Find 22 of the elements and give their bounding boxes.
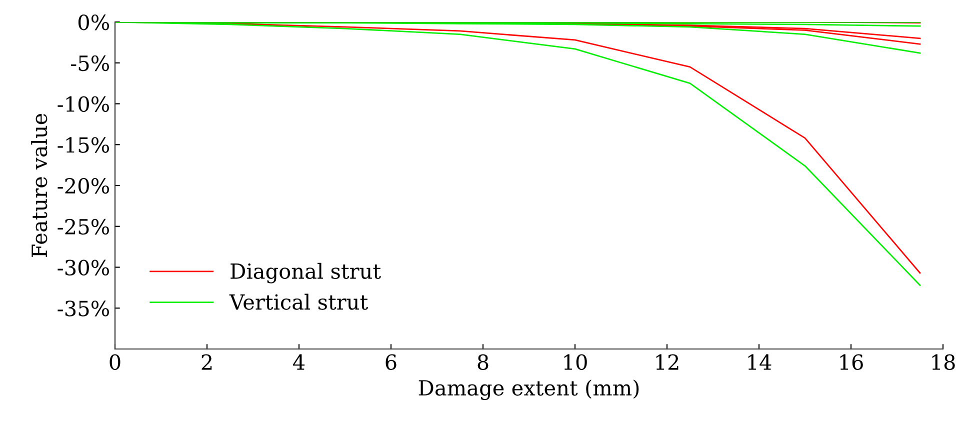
x-tick-label: 16 bbox=[840, 354, 863, 370]
legend-label: Diagonal strut bbox=[230, 262, 381, 284]
y-tick-label: 0% bbox=[78, 14, 109, 30]
x-tick-label: 4 bbox=[293, 354, 305, 370]
y-axis-title: Feature value bbox=[31, 114, 48, 258]
x-tick-label: 14 bbox=[748, 354, 772, 370]
y-tick-label: -20% bbox=[58, 178, 109, 194]
x-tick-label: 0 bbox=[110, 354, 120, 370]
x-tick-label: 2 bbox=[202, 354, 212, 370]
y-tick-label: -25% bbox=[58, 218, 109, 235]
x-tick-label: 8 bbox=[478, 354, 488, 370]
x-tick-label: 12 bbox=[656, 354, 678, 370]
x-tick-label: 18 bbox=[932, 354, 955, 370]
x-tick-label: 10 bbox=[564, 354, 587, 370]
legend-label: Vertical strut bbox=[229, 294, 368, 310]
y-tick-label: -15% bbox=[58, 137, 109, 153]
y-tick-label: -30% bbox=[58, 260, 109, 276]
y-tick-label: -10% bbox=[58, 96, 109, 112]
x-axis-title: Damage extent (mm) bbox=[418, 380, 639, 400]
y-tick-label: -5% bbox=[70, 55, 109, 72]
x-tick-label: 6 bbox=[386, 354, 396, 370]
y-tick-label: -35% bbox=[58, 300, 109, 316]
